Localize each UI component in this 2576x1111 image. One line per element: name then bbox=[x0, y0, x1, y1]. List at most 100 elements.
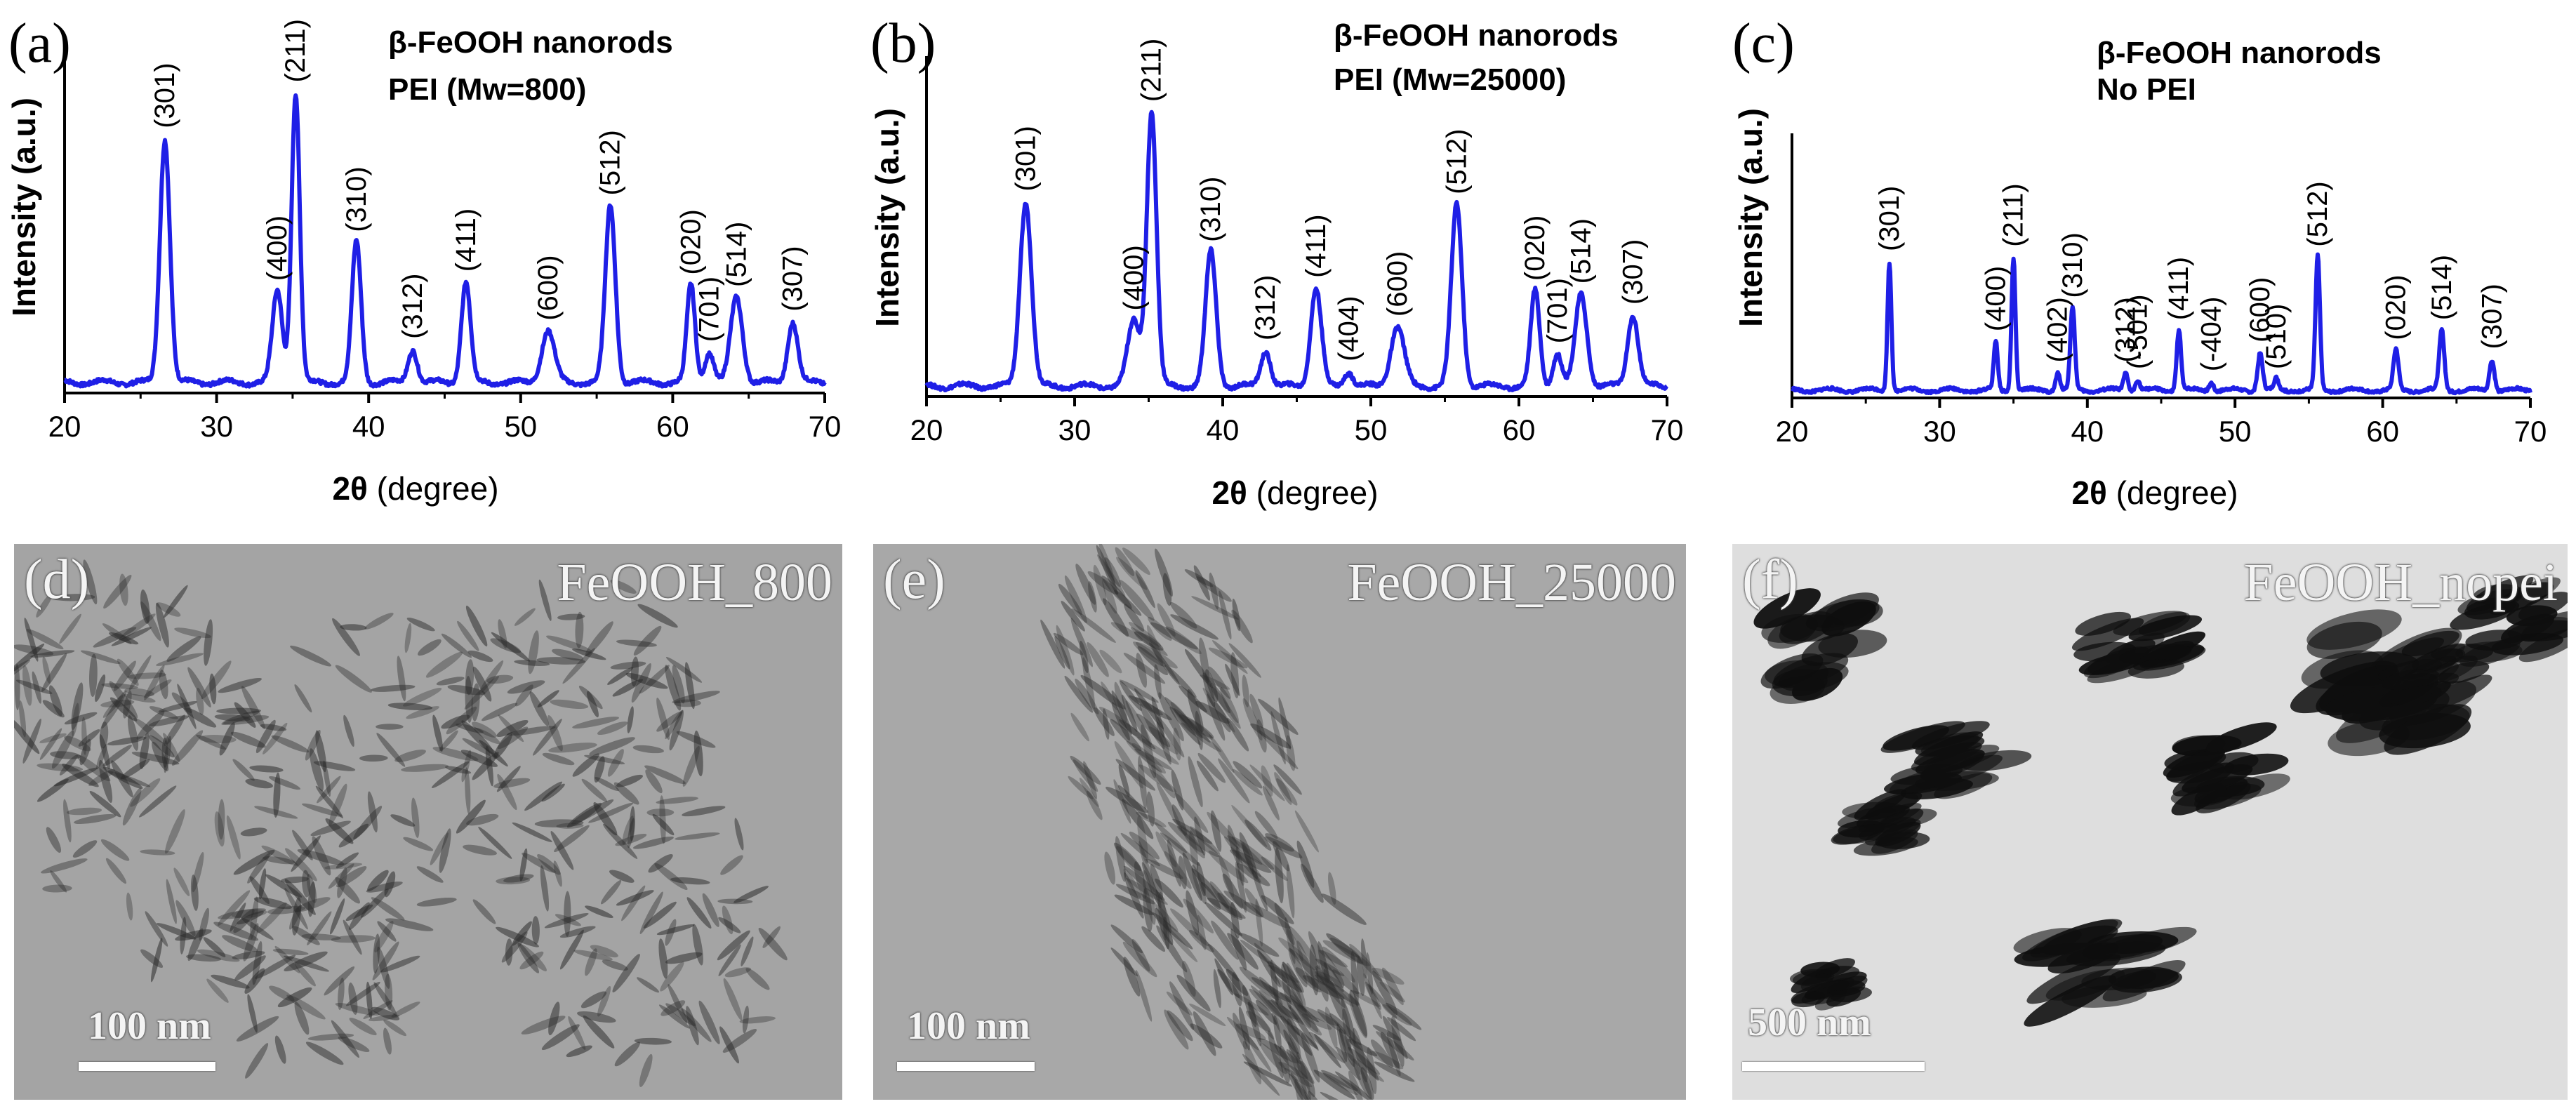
nanorod bbox=[1244, 819, 1272, 851]
nanorod bbox=[1278, 1061, 1308, 1079]
nanorod bbox=[472, 899, 496, 924]
nanorod bbox=[585, 905, 613, 919]
nanorod bbox=[301, 933, 341, 940]
nanorod-bundle bbox=[1934, 773, 1993, 799]
nanorod bbox=[1136, 811, 1167, 827]
peak-label: (400) bbox=[262, 215, 293, 281]
nanorod bbox=[236, 1016, 279, 1042]
nanorod bbox=[496, 719, 529, 738]
nanorod bbox=[1290, 1072, 1317, 1100]
nanorod bbox=[1134, 631, 1164, 651]
nanorod bbox=[537, 853, 561, 875]
nanorod bbox=[164, 714, 185, 746]
nanorod-bundle bbox=[1924, 745, 2000, 773]
nanorod bbox=[1238, 933, 1280, 957]
nanorod bbox=[1119, 680, 1142, 711]
nanorod bbox=[148, 735, 175, 758]
nanorod bbox=[390, 814, 416, 827]
nanorod bbox=[741, 936, 754, 966]
nanorod bbox=[1301, 1013, 1332, 1030]
peak-label: (211) bbox=[1136, 39, 1167, 102]
nanorod bbox=[1219, 590, 1232, 640]
nanorod bbox=[573, 950, 613, 961]
nanorod bbox=[1087, 571, 1119, 595]
nanorod bbox=[1213, 969, 1221, 1009]
x-tick-label: 40 bbox=[2071, 415, 2104, 448]
nanorod bbox=[665, 657, 703, 683]
nanorod bbox=[758, 927, 788, 961]
nanorod bbox=[739, 1016, 776, 1024]
nanorod bbox=[593, 802, 618, 836]
peak-label: (514) bbox=[2426, 255, 2457, 320]
nanorod bbox=[315, 730, 327, 773]
nanorod bbox=[1230, 652, 1240, 699]
nanorod bbox=[1289, 948, 1325, 986]
nanorod bbox=[512, 822, 552, 842]
nanorod bbox=[639, 665, 670, 694]
nanorod bbox=[145, 911, 168, 947]
nanorod bbox=[566, 1045, 592, 1058]
nanorod bbox=[52, 594, 95, 601]
nanorod bbox=[1207, 897, 1246, 919]
nanorod bbox=[1053, 632, 1084, 656]
nanorod bbox=[1208, 647, 1248, 669]
nanorod bbox=[1379, 981, 1405, 1003]
nanorod bbox=[1348, 993, 1367, 1039]
nanorod bbox=[665, 1003, 696, 1026]
nanorod bbox=[1290, 1024, 1318, 1049]
nanorod bbox=[1086, 790, 1103, 820]
nanorod bbox=[14, 717, 40, 754]
nanorod bbox=[1385, 1002, 1422, 1030]
nanorod bbox=[676, 731, 716, 748]
nanorod bbox=[406, 617, 435, 632]
nanorod bbox=[307, 1033, 354, 1041]
nanorod bbox=[719, 1026, 739, 1064]
nanorod bbox=[406, 706, 439, 719]
nanorod bbox=[1173, 727, 1181, 761]
nanorod bbox=[548, 743, 597, 753]
nanorod bbox=[366, 882, 403, 893]
nanorod bbox=[165, 809, 185, 854]
panel-letter-b: (b) bbox=[870, 13, 936, 74]
nanorod bbox=[1347, 1039, 1378, 1057]
peak-label: (512) bbox=[2302, 181, 2333, 246]
nanorod bbox=[336, 852, 359, 869]
nanorod bbox=[1102, 578, 1117, 614]
nanorod bbox=[403, 837, 434, 851]
nanorod bbox=[632, 745, 665, 754]
nanorod bbox=[1126, 740, 1162, 773]
nanorod-bundle bbox=[2381, 668, 2439, 691]
nanorod bbox=[441, 714, 470, 729]
nanorod bbox=[1286, 735, 1296, 771]
nanorod bbox=[1322, 940, 1370, 966]
nanorod bbox=[1190, 1023, 1223, 1049]
nanorod bbox=[557, 613, 585, 620]
nanorod bbox=[445, 766, 472, 774]
xrd-chart-b: (b) β-FeOOH nanorods PEI (Mw=25000) Inte… bbox=[869, 13, 1683, 511]
nanorod bbox=[1179, 714, 1214, 738]
nanorod bbox=[425, 651, 463, 678]
peak-label: (310) bbox=[341, 166, 372, 232]
nanorod-bundle bbox=[2306, 621, 2382, 659]
nanorod bbox=[1288, 1041, 1307, 1094]
nanorod-bundle bbox=[2062, 985, 2147, 1008]
nanorod bbox=[79, 738, 91, 766]
nanorod bbox=[1242, 1041, 1262, 1085]
nanorod bbox=[1322, 946, 1355, 983]
nanorod bbox=[325, 818, 354, 844]
nanorod bbox=[1195, 710, 1203, 750]
nanorod bbox=[186, 954, 221, 962]
nanorod bbox=[271, 735, 310, 753]
nanorod bbox=[380, 955, 420, 973]
peak-label: (020) bbox=[2381, 274, 2412, 340]
peak-label: (307) bbox=[2476, 284, 2507, 349]
nanorod bbox=[338, 823, 369, 848]
nanorod bbox=[602, 959, 628, 971]
nanorod bbox=[1218, 758, 1250, 804]
nanorod bbox=[1123, 868, 1141, 898]
nanorod bbox=[1190, 826, 1221, 855]
nanorod bbox=[1242, 674, 1249, 707]
nanorod bbox=[1278, 697, 1292, 750]
nanorod bbox=[297, 849, 345, 865]
nanorod bbox=[1243, 1030, 1272, 1072]
